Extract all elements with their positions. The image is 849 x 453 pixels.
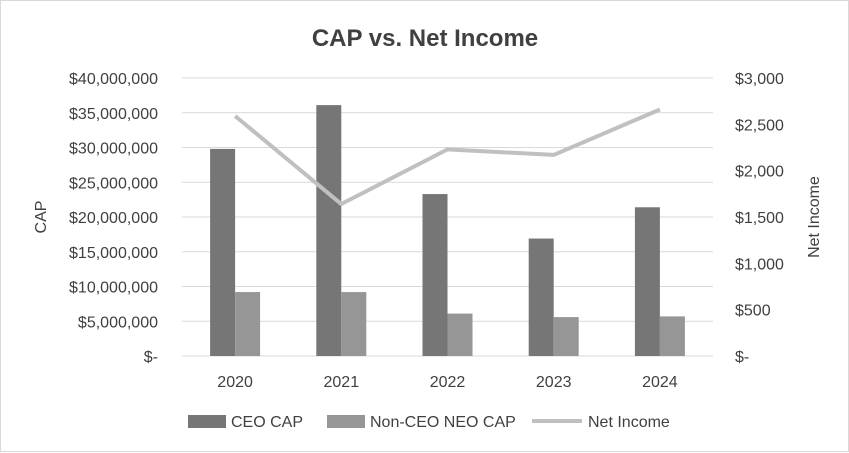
y2-tick-label: $1,000	[735, 256, 784, 273]
non-ceo-neo-cap-bar	[659, 316, 685, 356]
legend-swatch	[327, 415, 365, 428]
legend-label: Non-CEO NEO CAP	[370, 414, 516, 431]
legend: CEO CAP Non-CEO NEO CAP Net Income	[188, 414, 670, 431]
y-tick-label: $20,000,000	[69, 210, 158, 227]
x-tick-label: 2024	[642, 374, 678, 391]
y2-axis-title: Net Income	[806, 176, 823, 258]
bars	[210, 105, 685, 356]
ceo-cap-bar	[316, 105, 342, 356]
legend-swatch	[188, 415, 226, 428]
y2-tick-label: $2,000	[735, 164, 784, 181]
y-tick-label: $15,000,000	[69, 245, 158, 262]
y-tick-label: $35,000,000	[69, 106, 158, 123]
y2-tick-label: $-	[735, 349, 749, 366]
y2-tick-label: $500	[735, 303, 771, 320]
y-tick-label: $25,000,000	[69, 175, 158, 192]
y-tick-label: $10,000,000	[69, 280, 158, 297]
y-tick-label: $40,000,000	[69, 71, 158, 88]
y-axis-title: CAP	[33, 201, 50, 234]
net-income-line-group	[233, 107, 661, 207]
non-ceo-neo-cap-bar	[447, 313, 473, 356]
y-tick-label: $5,000,000	[78, 314, 158, 331]
non-ceo-neo-cap-bar	[553, 317, 579, 356]
ceo-cap-bar	[210, 148, 236, 356]
chart-title: CAP vs. Net Income	[312, 25, 538, 52]
right-axis-ticks: $- $500 $1,000 $1,500 $2,000 $2,500 $3,000	[735, 71, 784, 366]
y-tick-label: $30,000,000	[69, 141, 158, 158]
non-ceo-neo-cap-bar	[235, 292, 261, 356]
x-axis-ticks: 2020 2021 2022 2023 2024	[217, 374, 677, 391]
ceo-cap-bar	[422, 194, 448, 356]
x-tick-label: 2022	[430, 374, 466, 391]
y2-tick-label: $2,500	[735, 117, 784, 134]
ceo-cap-bar	[634, 207, 660, 356]
x-tick-label: 2023	[536, 374, 572, 391]
y-tick-label: $-	[144, 349, 158, 366]
x-tick-label: 2020	[217, 374, 253, 391]
legend-label: Net Income	[588, 414, 670, 431]
non-ceo-neo-cap-bar	[341, 292, 367, 356]
y2-tick-label: $3,000	[735, 71, 784, 88]
net-income-line	[233, 107, 661, 207]
ceo-cap-bar	[528, 238, 554, 356]
x-tick-label: 2021	[324, 374, 360, 391]
legend-label: CEO CAP	[231, 414, 303, 431]
left-axis-ticks: $- $5,000,000 $10,000,000 $15,000,000 $20,00…	[69, 71, 158, 366]
y2-tick-label: $1,500	[735, 210, 784, 227]
